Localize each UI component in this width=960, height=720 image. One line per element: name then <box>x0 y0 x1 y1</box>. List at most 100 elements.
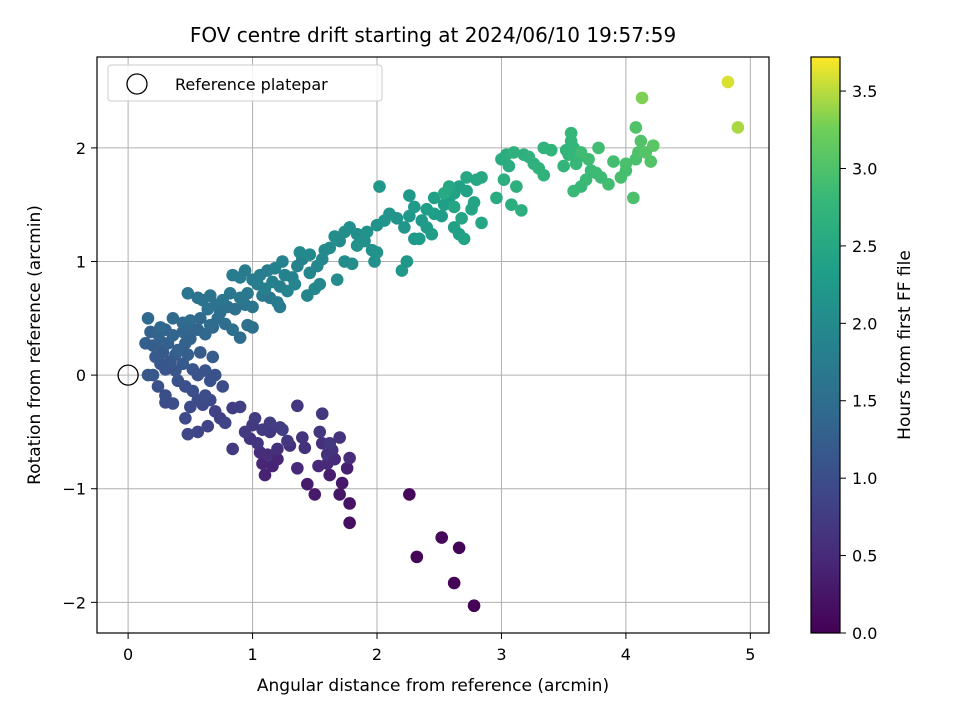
data-point <box>537 168 551 182</box>
data-point <box>592 141 605 155</box>
data-point <box>191 425 205 439</box>
data-point <box>293 246 307 259</box>
data-point <box>233 400 247 414</box>
reference-platepar-marker <box>117 364 139 386</box>
colorbar-tick-label: 2.0 <box>852 314 877 333</box>
data-point <box>171 374 185 388</box>
x-tick-label: 1 <box>247 645 257 664</box>
grid-lines <box>97 57 769 633</box>
data-point <box>490 191 503 205</box>
data-point <box>201 419 215 433</box>
data-point <box>323 241 337 255</box>
data-point <box>330 273 344 286</box>
x-tick-label: 0 <box>123 645 133 664</box>
data-point <box>333 488 346 501</box>
data-point <box>141 368 155 382</box>
y-tick-label: 0 <box>76 366 86 385</box>
data-point <box>323 468 337 482</box>
data-point <box>191 291 205 305</box>
data-point <box>218 416 232 430</box>
data-point <box>246 321 259 334</box>
data-point <box>328 230 341 243</box>
y-axis-ticks: −2 −1 0 1 2 <box>62 139 97 612</box>
data-point <box>435 209 449 223</box>
data-point <box>291 399 304 413</box>
data-point <box>629 121 643 134</box>
data-point <box>271 442 284 456</box>
data-point <box>206 350 220 364</box>
data-point <box>564 126 578 140</box>
x-tick-label: 4 <box>621 645 631 664</box>
data-point <box>467 599 481 613</box>
data-points <box>139 75 745 613</box>
data-point <box>455 212 468 225</box>
data-point <box>198 389 212 402</box>
data-point <box>502 159 516 173</box>
chart-title: FOV centre drift starting at 2024/06/10 … <box>190 23 676 47</box>
data-point <box>154 321 167 334</box>
data-point <box>186 384 200 398</box>
data-point <box>507 146 521 159</box>
data-point <box>343 497 356 510</box>
data-point <box>510 180 523 193</box>
data-point <box>216 380 229 393</box>
data-point <box>241 287 254 300</box>
data-point <box>619 157 633 171</box>
data-point <box>544 143 558 157</box>
data-point <box>447 200 461 214</box>
data-point <box>557 159 570 173</box>
data-point <box>721 75 735 89</box>
data-point <box>298 441 312 455</box>
data-point <box>276 423 289 436</box>
data-point <box>646 139 660 152</box>
data-point <box>288 277 302 291</box>
data-point <box>276 255 289 268</box>
colorbar-tick-label: 3.0 <box>852 159 877 178</box>
colorbar-tick-label: 0.5 <box>852 547 877 566</box>
data-point <box>193 312 207 325</box>
data-point <box>303 248 317 261</box>
data-point <box>370 246 384 259</box>
data-point <box>184 314 197 327</box>
data-point <box>408 200 421 214</box>
legend: Reference platepar <box>107 64 383 102</box>
data-point <box>398 221 411 234</box>
data-point <box>457 232 471 246</box>
data-point <box>634 134 648 148</box>
data-point <box>271 452 284 466</box>
data-point <box>460 184 473 198</box>
x-tick-label: 2 <box>372 645 382 664</box>
data-point <box>181 427 195 441</box>
colorbar-ticks: 0.0 0.5 1.0 1.5 2.0 2.5 3.0 3.5 <box>840 82 877 643</box>
data-point <box>273 300 287 314</box>
data-point <box>497 173 511 186</box>
data-point <box>627 191 640 205</box>
data-point <box>166 312 180 325</box>
x-axis-ticks: 0 1 2 3 4 5 <box>123 633 755 664</box>
colorbar-tick-label: 3.5 <box>852 82 877 101</box>
data-point <box>390 212 404 225</box>
data-point <box>425 227 439 241</box>
data-point <box>335 476 349 490</box>
data-point <box>447 576 461 590</box>
legend-reference-label: Reference platepar <box>175 75 328 94</box>
y-tick-label: −2 <box>62 593 86 612</box>
y-axis-label: Rotation from reference (arcmin) <box>25 205 45 485</box>
plot-frame <box>96 56 770 634</box>
data-point <box>320 448 334 461</box>
data-point <box>281 434 294 448</box>
data-point <box>223 287 237 300</box>
data-point <box>291 461 304 475</box>
colorbar-frame <box>810 56 841 634</box>
y-tick-label: −1 <box>62 480 86 499</box>
data-point <box>452 541 466 555</box>
data-point <box>323 436 337 450</box>
y-tick-label: 2 <box>76 139 86 158</box>
data-point <box>435 531 449 544</box>
data-point <box>635 91 649 105</box>
data-point <box>228 302 242 316</box>
data-point <box>467 196 481 209</box>
data-point <box>141 312 155 325</box>
data-point <box>226 323 239 336</box>
